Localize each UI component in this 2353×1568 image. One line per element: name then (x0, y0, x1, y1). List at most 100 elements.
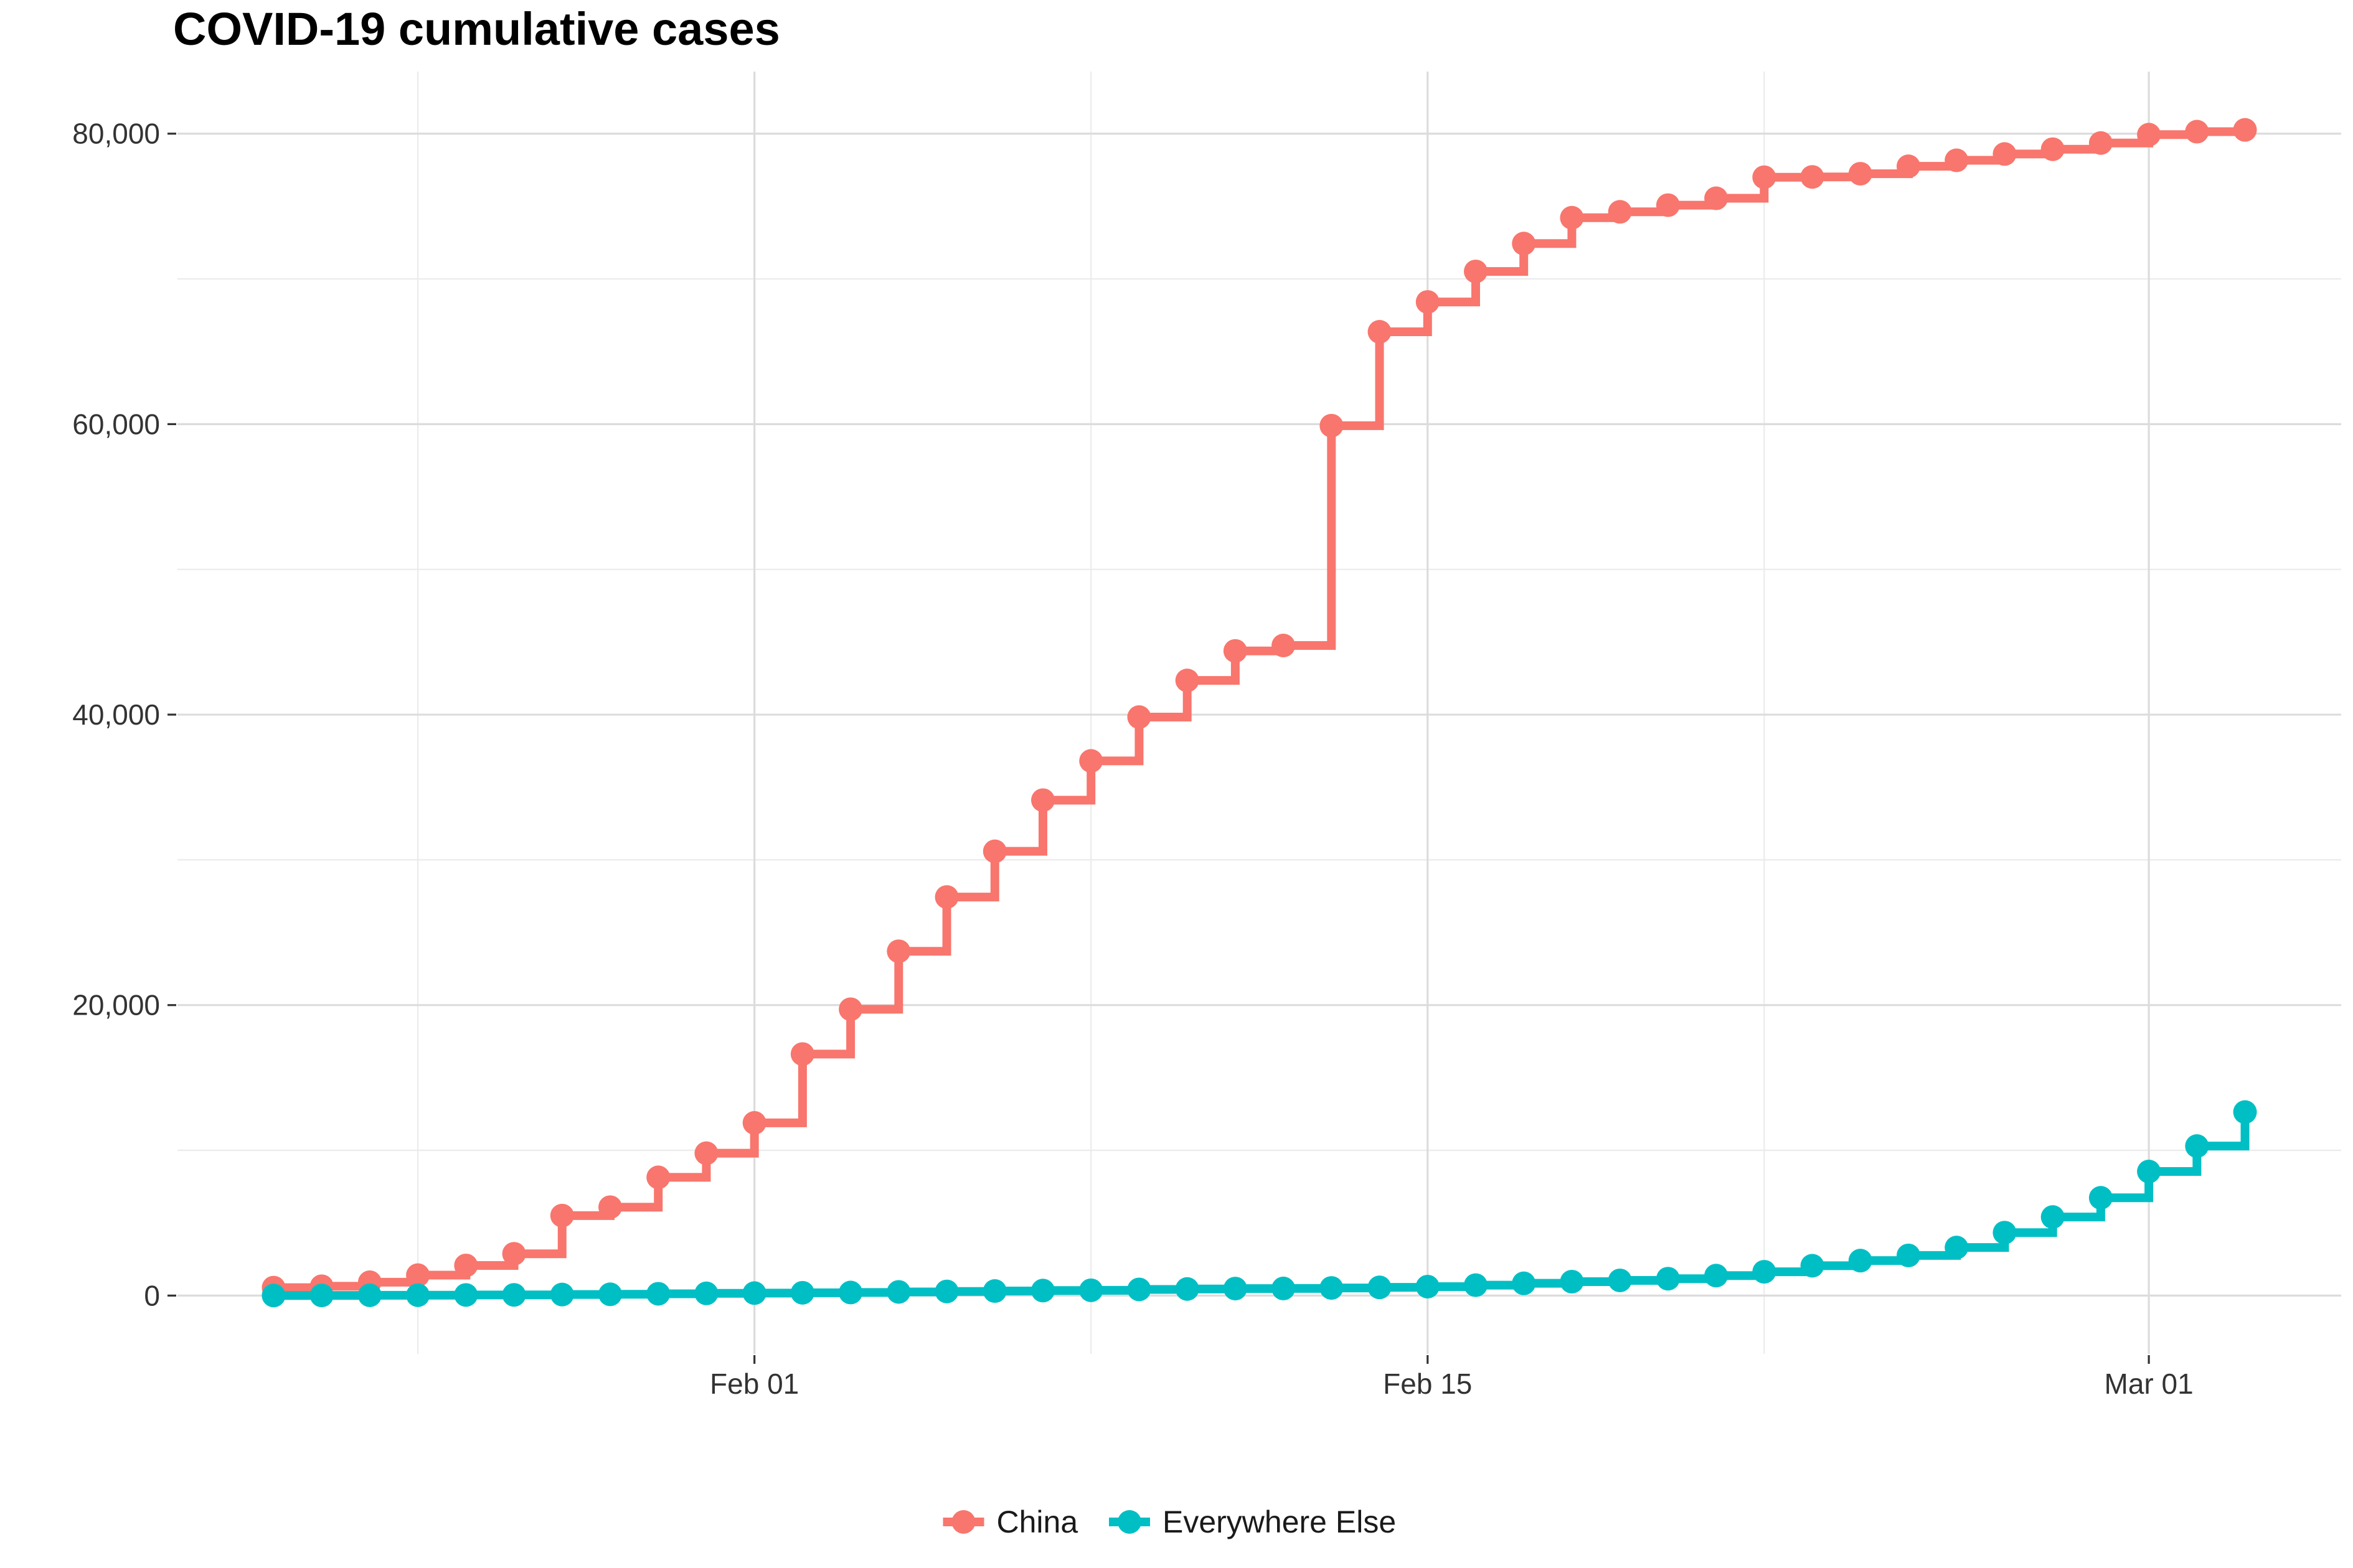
data-point-china (1464, 260, 1488, 284)
data-point-china (1992, 142, 2017, 166)
data-point-everywhere-else (1656, 1267, 1680, 1291)
data-point-everywhere-else (502, 1283, 526, 1307)
series-everywhere-else (262, 1100, 2257, 1308)
data-point-everywhere-else (2137, 1160, 2161, 1184)
data-point-everywhere-else (1560, 1269, 1584, 1293)
data-point-everywhere-else (1945, 1236, 1969, 1260)
data-point-everywhere-else (550, 1282, 574, 1307)
data-point-china (694, 1141, 719, 1165)
data-point-everywhere-else (357, 1283, 382, 1307)
data-point-china (2185, 120, 2209, 144)
x-tick-label: Feb 15 (1383, 1368, 1472, 1400)
data-point-china (1752, 165, 1776, 189)
data-point-everywhere-else (1800, 1254, 1824, 1278)
data-point-everywhere-else (1271, 1276, 1296, 1300)
data-point-china (1127, 705, 1151, 730)
y-tick-label: 60,000 (72, 408, 160, 440)
data-point-everywhere-else (2088, 1186, 2113, 1210)
data-point-everywhere-else (1464, 1273, 1488, 1297)
y-tick-label: 20,000 (72, 989, 160, 1021)
data-point-china (1079, 749, 1103, 773)
data-point-everywhere-else (1897, 1243, 1920, 1267)
data-point-china (1608, 200, 1632, 224)
data-point-everywhere-else (1175, 1277, 1199, 1301)
data-point-china (887, 939, 911, 964)
data-point-everywhere-else (2185, 1134, 2209, 1158)
legend: China Everywhere Else (943, 1505, 1396, 1539)
data-point-china (502, 1242, 526, 1266)
data-point-everywhere-else (790, 1280, 814, 1305)
data-point-china (1897, 154, 1920, 179)
axis-layer: 0 20,000 40,000 60,000 80,000 Feb 01 Feb 15 Mar… (72, 118, 2193, 1400)
data-point-china (1175, 669, 1199, 693)
data-point-everywhere-else (1079, 1278, 1103, 1302)
data-point-china (2088, 131, 2113, 155)
data-point-everywhere-else (839, 1280, 863, 1305)
data-point-china (2137, 123, 2161, 147)
series-china (262, 118, 2257, 1300)
x-tick-label: Feb 01 (710, 1368, 799, 1400)
data-point-everywhere-else (309, 1284, 334, 1308)
y-tick-label: 80,000 (72, 118, 160, 150)
data-point-china (406, 1263, 430, 1287)
data-point-everywhere-else (983, 1279, 1007, 1303)
data-point-china (1560, 205, 1584, 230)
data-point-everywhere-else (1752, 1260, 1776, 1284)
data-point-everywhere-else (2233, 1100, 2257, 1124)
data-point-everywhere-else (1031, 1279, 1055, 1303)
data-point-everywhere-else (1127, 1277, 1151, 1302)
data-point-china (1656, 193, 1680, 217)
legend-label: Everywhere Else (1162, 1505, 1396, 1539)
data-point-everywhere-else (1608, 1268, 1632, 1292)
data-point-china (1848, 162, 1872, 186)
data-point-china (2040, 137, 2065, 161)
y-tick-label: 0 (144, 1279, 160, 1312)
data-point-everywhere-else (1415, 1274, 1440, 1298)
data-point-everywhere-else (935, 1279, 959, 1303)
series-layer (262, 118, 2257, 1308)
data-point-everywhere-else (406, 1283, 430, 1307)
data-point-china (1512, 232, 1536, 256)
data-point-everywhere-else (646, 1282, 671, 1306)
data-point-everywhere-else (1992, 1221, 2017, 1245)
data-point-everywhere-else (1512, 1271, 1536, 1295)
data-point-china (2233, 118, 2257, 142)
legend-label: China (997, 1505, 1078, 1539)
data-point-everywhere-else (1848, 1249, 1872, 1273)
legend-key-point (1118, 1510, 1141, 1534)
legend-entry-everywhere-else: Everywhere Else (1109, 1505, 1396, 1539)
data-point-everywhere-else (694, 1281, 719, 1305)
data-point-china (1223, 639, 1247, 663)
data-point-china (1367, 320, 1392, 344)
legend-key-point (951, 1510, 976, 1534)
data-point-everywhere-else (1223, 1277, 1247, 1301)
x-tick-label: Mar 01 (2105, 1368, 2194, 1400)
data-point-china (1271, 634, 1296, 658)
data-point-china (742, 1110, 766, 1135)
data-point-china (1031, 788, 1055, 812)
data-point-china (1800, 165, 1824, 189)
data-point-china (1415, 290, 1440, 314)
data-point-china (550, 1203, 574, 1228)
legend-entry-china: China (943, 1505, 1078, 1539)
data-point-china (454, 1253, 478, 1277)
data-point-everywhere-else (2040, 1205, 2065, 1229)
data-point-china (598, 1195, 622, 1219)
data-point-china (935, 885, 959, 909)
data-point-china (646, 1165, 671, 1190)
data-point-everywhere-else (742, 1281, 766, 1305)
data-point-china (1704, 186, 1728, 210)
data-point-everywhere-else (1367, 1275, 1392, 1300)
data-point-china (839, 997, 863, 1021)
data-point-china (1945, 148, 1969, 172)
data-point-everywhere-else (1704, 1264, 1728, 1288)
chart-title: COVID-19 cumulative cases (173, 3, 780, 55)
data-point-everywhere-else (1319, 1276, 1344, 1300)
data-point-everywhere-else (262, 1284, 286, 1308)
data-point-china (1319, 413, 1344, 438)
data-point-everywhere-else (454, 1283, 478, 1307)
y-tick-label: 40,000 (72, 698, 160, 731)
data-point-china (983, 839, 1007, 863)
